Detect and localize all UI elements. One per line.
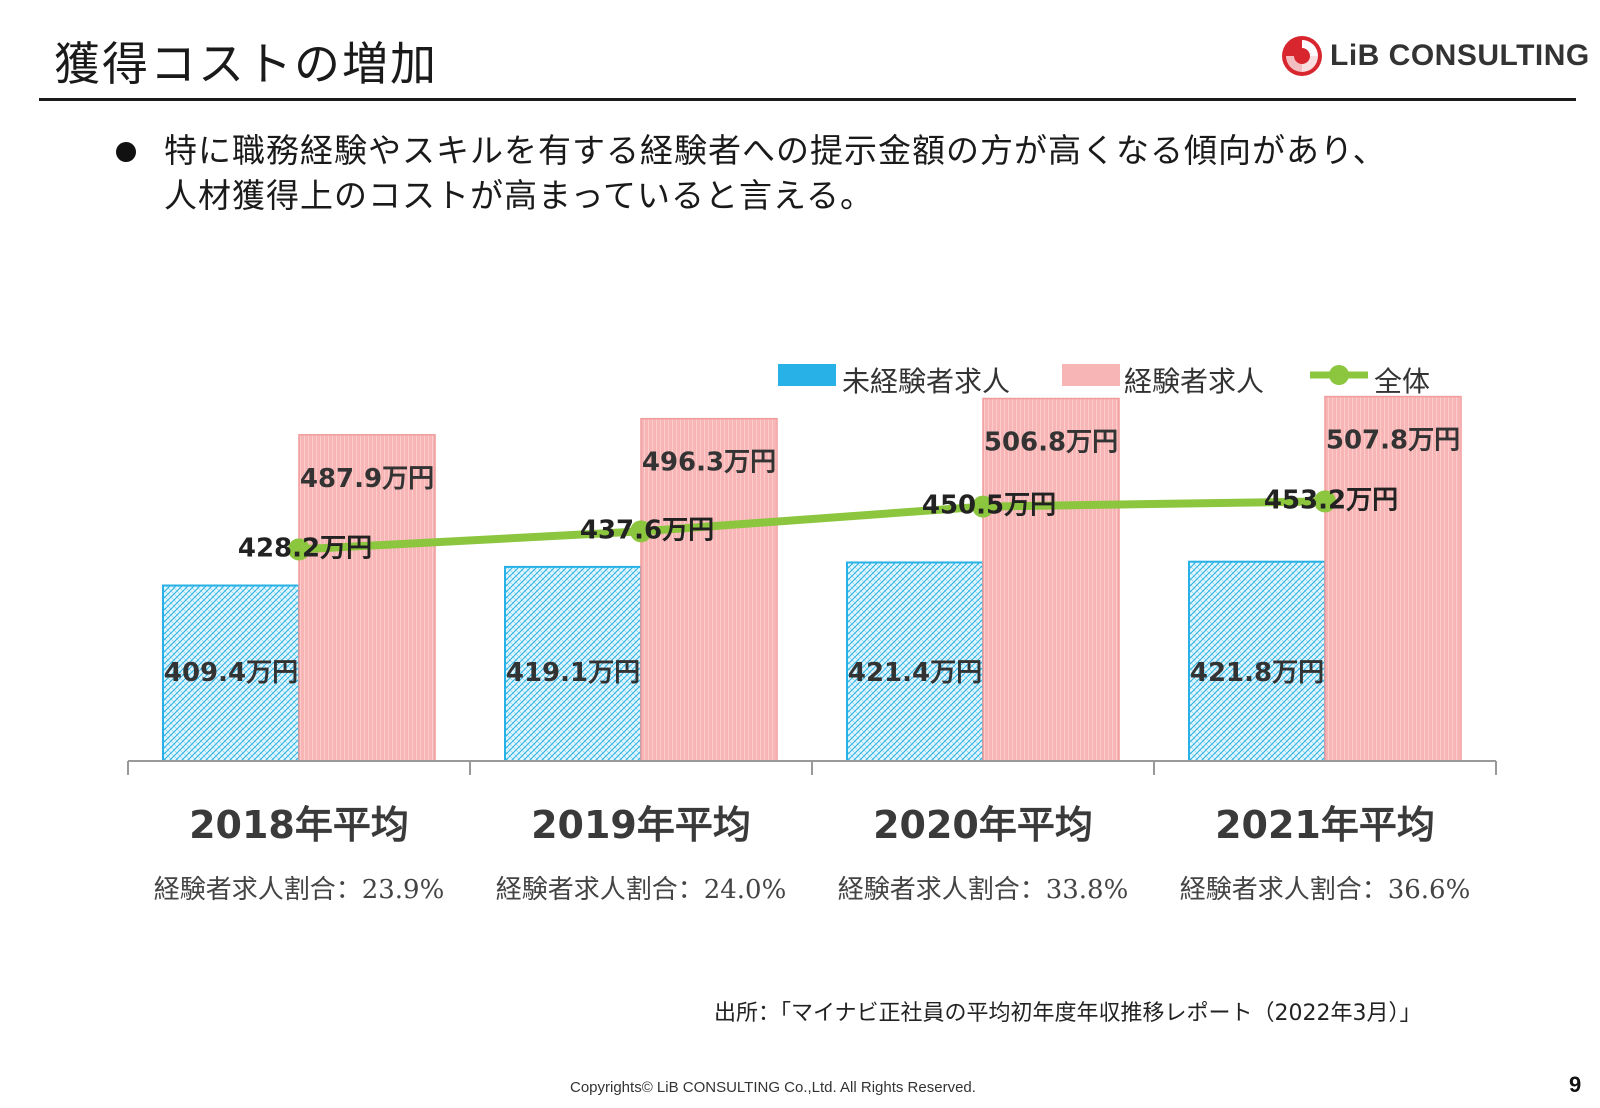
page-title: 獲得コストの増加 <box>54 37 438 91</box>
ratio-label: 経験者求人割合：24.0% <box>496 875 787 905</box>
x-tick-label: 2021年平均 <box>1215 803 1435 847</box>
bullet-text-line-2: 人材獲得上のコストが高まっていると言える。 <box>164 176 875 215</box>
company-logo: LiB CONSULTING <box>1280 34 1590 78</box>
bar-label-experienced: 506.8万円 <box>984 428 1118 458</box>
bar-label-inexperienced: 421.4万円 <box>848 658 982 688</box>
bar-label-experienced: 496.3万円 <box>642 448 776 478</box>
header-divider <box>39 98 1576 101</box>
legend-label-overall: 全体 <box>1374 365 1430 398</box>
legend-marker-overall <box>1329 365 1349 385</box>
logo-text: LiB CONSULTING <box>1330 39 1590 72</box>
legend-swatch-experienced <box>1062 364 1120 386</box>
bar-inexperienced <box>504 565 642 762</box>
line-point-overall <box>630 520 652 543</box>
bullet-dot-icon <box>116 142 136 162</box>
bar-label-experienced: 487.9万円 <box>300 464 434 494</box>
line-label-overall: 428.2万円 <box>238 533 372 563</box>
line-point-overall <box>1314 490 1336 513</box>
bar-label-inexperienced: 419.1万円 <box>506 658 640 688</box>
x-tick-label: 2020年平均 <box>873 803 1093 847</box>
x-tick-label: 2019年平均 <box>531 803 751 847</box>
page-number: 9 <box>1569 1072 1582 1097</box>
copyright-text: Copyrights© LiB CONSULTING Co.,Ltd. All … <box>570 1079 976 1096</box>
bar-inexperienced <box>846 561 984 762</box>
legend-label-experienced: 経験者求人 <box>1124 365 1264 398</box>
bar-experienced <box>1324 395 1462 762</box>
ratio-label: 経験者求人割合：23.9% <box>154 875 445 905</box>
bar-label-experienced: 507.8万円 <box>1326 426 1460 456</box>
bullet-text: 特に職務経験やスキルを有する経験者への提示金額の方が高くなる傾向があり、 人材獲… <box>164 128 1516 218</box>
x-tick-label: 2018年平均 <box>189 803 409 847</box>
ratio-label: 経験者求人割合：33.8% <box>838 875 1129 905</box>
bar-experienced <box>640 417 778 762</box>
line-overall <box>295 497 1329 554</box>
line-point-overall <box>288 538 310 561</box>
line-label-overall: 437.6万円 <box>580 515 714 545</box>
legend-swatch-inexperienced <box>778 364 836 386</box>
legend-label-inexperienced: 未経験者求人 <box>842 365 1010 398</box>
bar-label-inexperienced: 421.8万円 <box>1190 658 1324 688</box>
bar-label-inexperienced: 409.4万円 <box>164 658 298 688</box>
line-label-overall: 453.2万円 <box>1264 485 1398 515</box>
line-point-overall <box>972 495 994 518</box>
bullet-text-line-1: 特に職務経験やスキルを有する経験者への提示金額の方が高くなる傾向があり、 <box>164 131 1387 170</box>
swirl-logo-icon <box>1282 36 1322 76</box>
line-label-overall: 450.5万円 <box>922 491 1056 521</box>
bar-experienced <box>982 397 1120 762</box>
source-note: 出所：「マイナビ正社員の平均初年度年収推移レポート（2022年3月）」 <box>714 1001 1422 1026</box>
ratio-label: 経験者求人割合：36.6% <box>1180 875 1471 905</box>
bullet-point: 特に職務経験やスキルを有する経験者への提示金額の方が高くなる傾向があり、 人材獲… <box>116 128 1516 218</box>
